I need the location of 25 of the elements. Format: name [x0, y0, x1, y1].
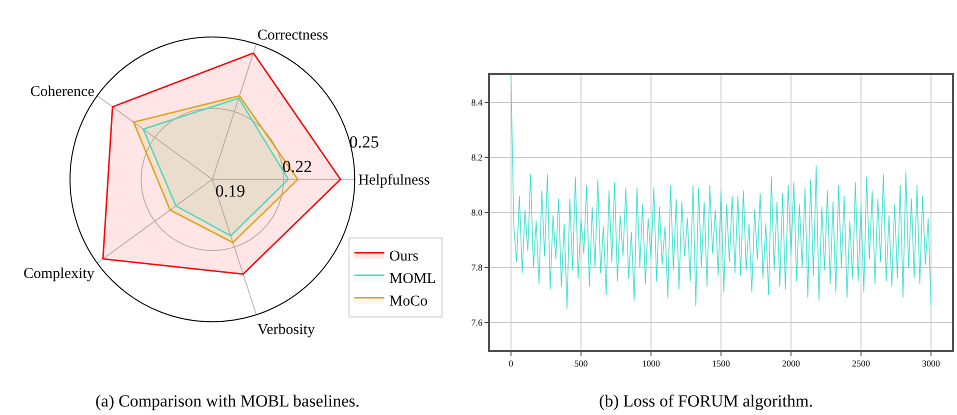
x-tick-label: 2500 — [852, 358, 870, 369]
legend-label: MOML — [389, 271, 436, 288]
text: (b) Loss of FORUM algorithm. — [599, 392, 813, 411]
x-tick-label: 500 — [574, 358, 588, 369]
y-tick-label: 7.6 — [471, 318, 483, 328]
x-tick-label: 0 — [508, 358, 514, 369]
y-tick-label: 0.25 — [349, 132, 379, 152]
spoke-label: Coherence — [30, 84, 95, 100]
x-tick-label: 2000 — [782, 358, 800, 369]
x-tick-label: 1500 — [712, 358, 730, 369]
text: (a) Comparison with MOBL baselines. — [95, 392, 360, 411]
legend-label: MoCo — [389, 294, 428, 310]
y-tick-label: 8.4 — [471, 98, 483, 108]
y-tick-label: 8.2 — [471, 152, 482, 163]
spoke-label: Correctness — [257, 27, 328, 44]
spoke-label: Helpfulness — [358, 172, 430, 189]
y-tick-label: 0.19 — [215, 181, 246, 200]
x-tick-label: 1000 — [642, 358, 660, 369]
spoke-label: Verbosity — [257, 322, 316, 338]
legend-label: Ours — [389, 248, 419, 265]
x-tick-label: 3000 — [922, 358, 940, 369]
y-tick-label: 7.8 — [471, 262, 483, 273]
spoke-label: Complexity — [24, 266, 95, 282]
line-series — [510, 75, 932, 310]
y-tick-label: 8.0 — [471, 208, 483, 218]
